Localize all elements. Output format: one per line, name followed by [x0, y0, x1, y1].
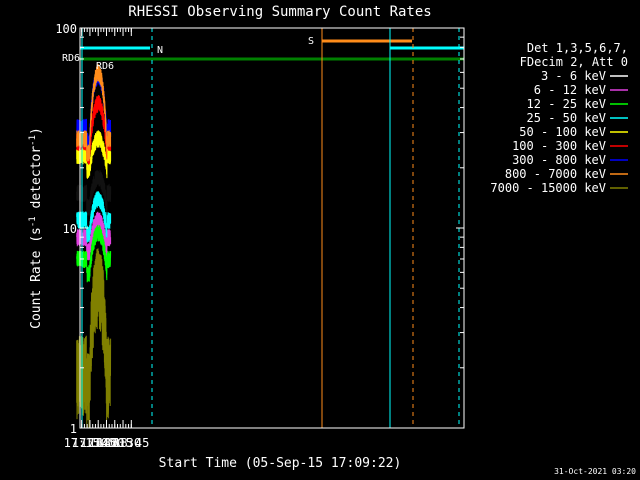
y-axis-label-part1: Count Rate (s [29, 227, 44, 329]
legend-entry-label: 800 - 7000 keV [505, 167, 606, 181]
y-tick-label: 1 [70, 422, 77, 436]
plot-area: RD6 RD6 N S [62, 28, 464, 429]
y-tick-label: 10 [63, 222, 77, 236]
x-tick-label: 18:30 [105, 436, 141, 450]
flag-rd6-label-2: RD6 [96, 61, 114, 72]
legend-entry-label: 100 - 300 keV [512, 139, 606, 153]
legend-entry-label: 50 - 100 keV [519, 125, 606, 139]
timestamp: 31-Oct-2021 03:20 [554, 467, 636, 476]
x-tick-label: 17:45 [80, 436, 116, 450]
chart-title: RHESSI Observing Summary Count Rates [128, 4, 431, 20]
y-axis-label: Count Rate (s-1 detector-1) [28, 127, 44, 329]
legend-header-line1: Det 1,3,5,6,7, [527, 41, 628, 55]
flag-rd6-label: RD6 [62, 53, 80, 64]
x-tick-label: 17:30 [72, 436, 108, 450]
legend-entry-label: 300 - 800 keV [512, 153, 606, 167]
x-axis-label: Start Time (05-Sep-15 17:09:22) [159, 456, 402, 471]
y-axis-label-sup1: -1 [28, 216, 38, 227]
flag-saa-label: S [308, 36, 314, 47]
y-axis-label-part2: detector [29, 146, 44, 217]
x-tick-label: 18:00 [88, 436, 124, 450]
legend-entry-label: 7000 - 15000 keV [490, 181, 606, 195]
legend-entry-label: 6 - 12 keV [534, 83, 606, 97]
plot-frame [79, 27, 465, 429]
legend: Det 1,3,5,6,7, FDecim 2, Att 0 3 - 6 keV… [490, 41, 628, 195]
x-tick-label: 18:45 [113, 436, 149, 450]
legend-entry-label: 12 - 25 keV [527, 97, 606, 111]
legend-entry-label: 3 - 6 keV [541, 69, 606, 83]
legend-header-line2: FDecim 2, Att 0 [520, 55, 628, 69]
x-tick-label: 17:15 [64, 436, 100, 450]
y-axis-label-part3: ) [29, 127, 44, 135]
x-tick-label: 18:15 [97, 436, 133, 450]
flag-night-label: N [157, 45, 163, 56]
y-tick-label: 100 [55, 22, 77, 36]
y-axis-label-sup2: -1 [28, 135, 38, 146]
legend-entry-label: 25 - 50 keV [527, 111, 606, 125]
